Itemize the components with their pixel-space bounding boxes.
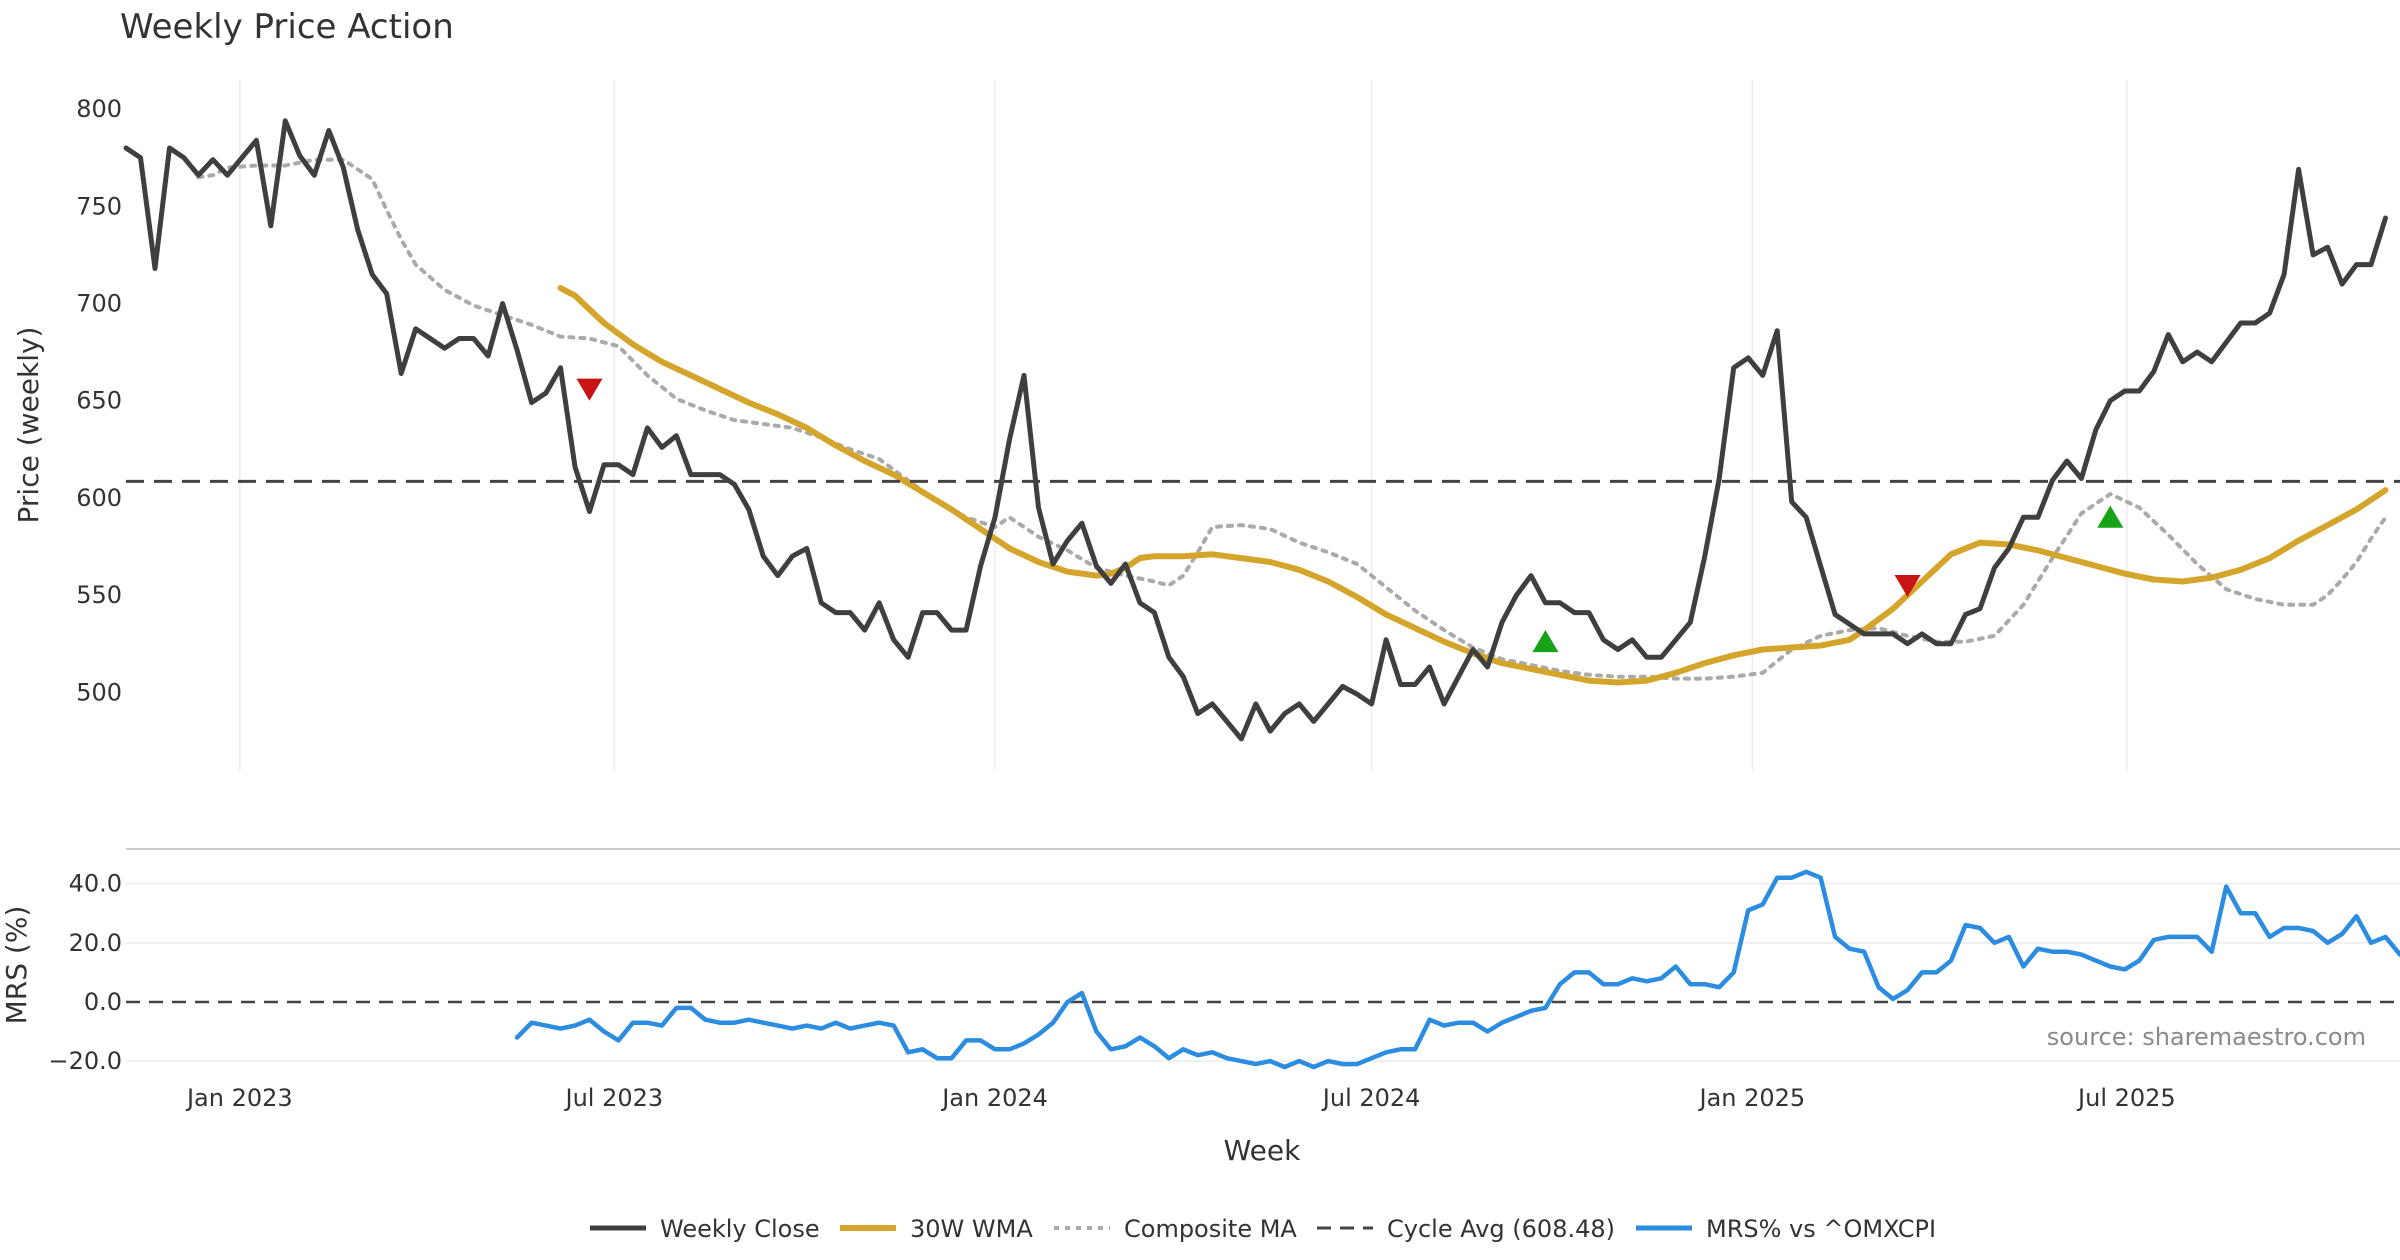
- price-grid: [239, 80, 2128, 770]
- source-note: source: sharemaestro.com: [2047, 1023, 2366, 1051]
- series-composite-line: [196, 157, 2388, 681]
- mrs-y-tick-label: 0.0: [84, 988, 122, 1016]
- series-wma-line: [557, 285, 2389, 686]
- buy-signal-marker: [2097, 505, 2124, 528]
- series-mrs-line: [514, 869, 2400, 1070]
- price-y-tick-label: 500: [76, 678, 122, 706]
- buy-signal-marker: [1532, 630, 1559, 653]
- x-tick-label: Jul 2025: [2076, 1084, 2176, 1112]
- x-tick-label: Jan 2023: [185, 1084, 293, 1112]
- price-panel: 500 550 600 650 700 750 800: [76, 80, 2400, 770]
- mrs-series: [126, 869, 2400, 1070]
- price-y-tick-label: 600: [76, 484, 122, 512]
- legend-label-wma: 30W WMA: [910, 1215, 1033, 1243]
- x-axis-ticks: Jan 2023 Jul 2023 Jan 2024 Jul 2024 Jan 2025…: [185, 1084, 2176, 1112]
- price-y-tick-label: 750: [76, 192, 122, 220]
- mrs-y-axis-label: MRS (%): [0, 906, 33, 1025]
- legend-label-cycle: Cycle Avg (608.48): [1387, 1215, 1615, 1243]
- x-axis-label: Week: [1224, 1134, 1301, 1167]
- price-y-ticks: 500 550 600 650 700 750 800: [76, 95, 122, 706]
- mrs-y-tick-label: 20.0: [69, 929, 122, 957]
- price-y-tick-label: 800: [76, 95, 122, 123]
- x-tick-label: Jan 2024: [940, 1084, 1048, 1112]
- mrs-panel: −20.0 0.0 20.0 40.0: [48, 869, 2400, 1075]
- price-y-axis-label: Price (weekly): [12, 327, 45, 524]
- signal-markers: [576, 378, 2124, 653]
- x-tick-label: Jan 2025: [1698, 1084, 1806, 1112]
- mrs-y-tick-label: 40.0: [69, 870, 122, 898]
- x-tick-label: Jul 2023: [563, 1084, 663, 1112]
- price-y-tick-label: 550: [76, 581, 122, 609]
- mrs-y-tick-label: −20.0: [48, 1047, 122, 1075]
- sell-signal-marker: [1894, 574, 1921, 598]
- price-y-tick-label: 650: [76, 387, 122, 415]
- legend: Weekly Close 30W WMA Composite MA Cycle Avg…: [590, 1215, 1936, 1243]
- legend-label-composite: Composite MA: [1124, 1215, 1297, 1243]
- sell-signal-marker: [576, 378, 603, 401]
- mrs-y-ticks: −20.0 0.0 20.0 40.0: [48, 870, 122, 1075]
- x-tick-label: Jul 2024: [1321, 1084, 1421, 1112]
- price-y-tick-label: 700: [76, 290, 122, 318]
- legend-label-mrs: MRS% vs ^OMXCPI: [1706, 1215, 1936, 1243]
- series-close-line: [123, 118, 2388, 742]
- legend-label-close: Weekly Close: [660, 1215, 820, 1243]
- chart-title: Weekly Price Action: [120, 7, 454, 47]
- price-series: [123, 118, 2400, 742]
